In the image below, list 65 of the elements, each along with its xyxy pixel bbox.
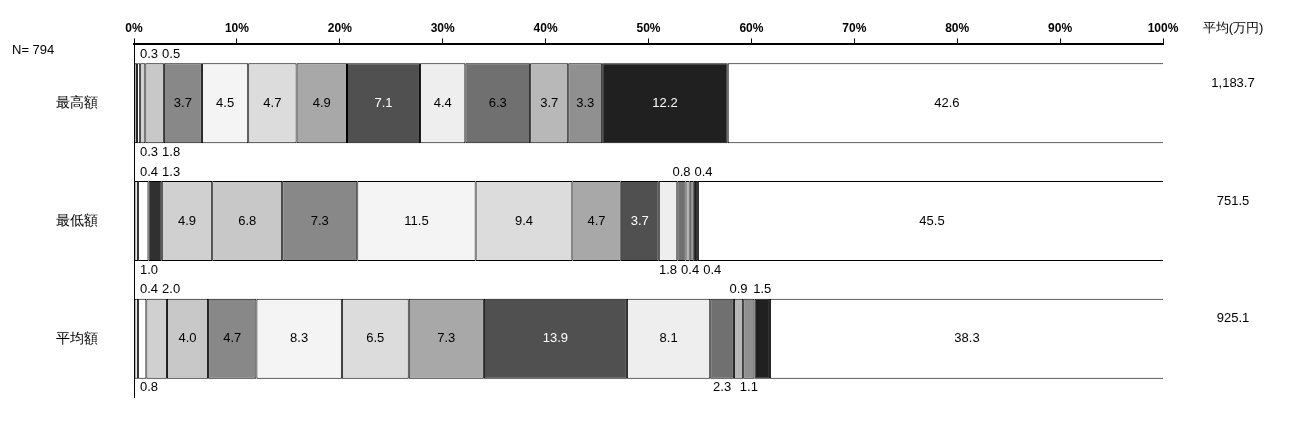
x-tick-label: 90% (1048, 20, 1073, 35)
data-label: 6.5 (366, 330, 385, 346)
data-label: 1.3 (162, 163, 181, 179)
x-tick-label: 50% (636, 20, 661, 35)
data-label: 3.7 (540, 94, 559, 110)
data-label: 0.3 (140, 45, 159, 61)
data-label: 9.4 (514, 212, 534, 228)
data-label: 7.3 (310, 212, 329, 228)
data-label: 1.8 (659, 261, 678, 277)
text: 925.1 (1216, 310, 1250, 326)
data-label: 0.8 (672, 163, 691, 179)
data-label: 0.5 (162, 45, 181, 61)
x-tick-label: 30% (430, 20, 456, 35)
data-label: 4.7 (223, 330, 242, 346)
data-label: 0.3 (140, 143, 159, 159)
data-label: 3.7 (630, 212, 649, 228)
data-label: 0.9 (729, 281, 748, 297)
data-label: 4.0 (178, 330, 197, 346)
data-label: 1.5 (753, 281, 772, 297)
data-label: 0.4 (681, 261, 700, 277)
data-label: 1.0 (140, 261, 159, 277)
data-label: 4.7 (263, 94, 282, 110)
data-label: 45.5 (919, 212, 945, 228)
data-label: 2.3 (713, 379, 732, 395)
data-label: 7.1 (374, 94, 393, 110)
x-tick-label: 100% (1147, 20, 1179, 35)
data-label: 0.4 (694, 163, 713, 179)
data-label: 4.4 (433, 94, 452, 110)
data-label: 3.3 (576, 94, 595, 110)
data-label: 8.1 (659, 330, 678, 346)
data-label: 4.9 (177, 212, 197, 228)
data-label: 11.5 (404, 212, 429, 228)
data-label: 0.4 (140, 163, 159, 179)
data-label: 6.3 (488, 94, 507, 110)
data-label: 38.3 (954, 330, 980, 346)
data-label: 4.5 (216, 94, 235, 110)
x-tick-label: 0% (125, 20, 143, 35)
data-label: 0.4 (140, 281, 159, 297)
x-tick-label: 70% (842, 20, 867, 35)
data-label: 1.8 (162, 143, 181, 159)
text: N= 794 (12, 41, 55, 57)
data-label: 4.9 (312, 94, 331, 110)
x-tick-label: 80% (945, 20, 970, 35)
x-tick-label: 60% (739, 20, 764, 35)
data-label: 6.8 (238, 212, 257, 228)
x-tick-label: 40% (533, 20, 558, 35)
text: 平均(万円) (1202, 19, 1264, 35)
y-tick-label: 最高額 (56, 94, 98, 111)
x-tick-label: 20% (327, 20, 353, 35)
data-label: 2.0 (162, 281, 181, 297)
data-label: 12.2 (652, 94, 678, 110)
data-label: 42.6 (934, 94, 960, 110)
data-label: 1.1 (739, 379, 758, 395)
data-label: 3.7 (173, 94, 192, 110)
data-label: 7.3 (437, 330, 456, 346)
data-label: 8.3 (290, 330, 309, 346)
x-tick-label: 10% (224, 20, 250, 35)
data-label: 0.4 (703, 261, 722, 277)
text: 751.5 (1216, 192, 1250, 208)
data-label: 13.9 (542, 330, 569, 346)
y-tick-label: 平均額 (56, 329, 98, 346)
y-tick-label: 最低額 (56, 211, 98, 228)
data-label: 4.7 (587, 212, 606, 228)
data-label: 0.8 (140, 379, 159, 395)
text: 1,183.7 (1211, 74, 1255, 90)
